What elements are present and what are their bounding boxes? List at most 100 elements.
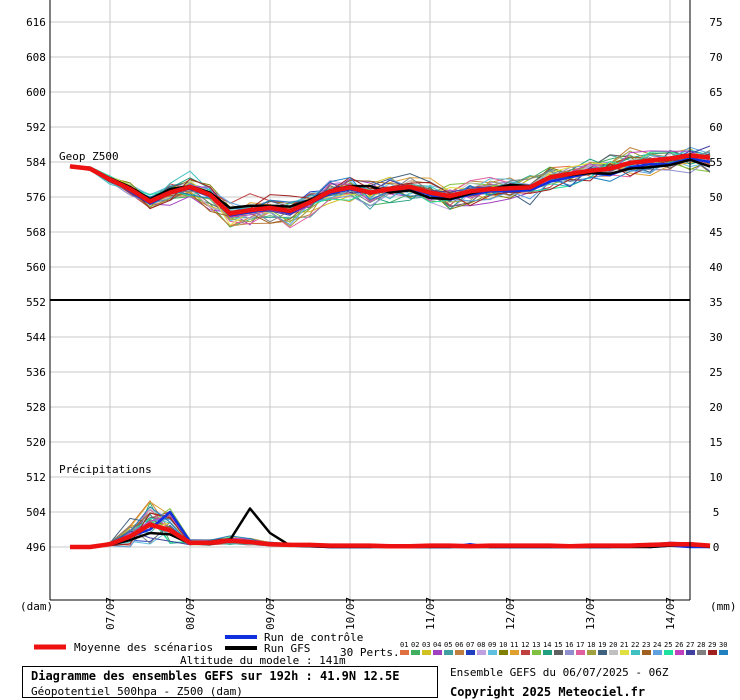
legend-pert-number: 08 xyxy=(477,641,485,649)
legend-pert-swatch xyxy=(510,650,519,655)
left-tick-label: 560 xyxy=(26,261,46,274)
right-tick-label: 40 xyxy=(709,261,722,274)
bottom-panel-label: Précipitations xyxy=(59,463,152,476)
legend-pert-number: 10 xyxy=(499,641,507,649)
right-tick-label: 55 xyxy=(709,156,722,169)
legend-pert-number: 28 xyxy=(697,641,705,649)
right-tick-label: 65 xyxy=(709,86,722,99)
legend-pert-swatch xyxy=(554,650,563,655)
footer-title-box: Diagramme des ensembles GEFS sur 192h : … xyxy=(22,666,438,698)
legend-pert-swatch xyxy=(697,650,706,655)
legend-pert-number: 17 xyxy=(576,641,584,649)
legend-pert-number: 16 xyxy=(565,641,573,649)
legend-pert-number: 13 xyxy=(532,641,540,649)
diagram-title: Diagramme des ensembles GEFS sur 192h : … xyxy=(31,669,400,683)
date-tick-label: 10/07 xyxy=(344,597,357,630)
legend-pert-swatch xyxy=(675,650,684,655)
perturbation-lines xyxy=(69,145,711,548)
legend-pert-swatch xyxy=(477,650,486,655)
legend-pert-swatch xyxy=(609,650,618,655)
legend-pert-number: 09 xyxy=(488,641,496,649)
legend-pert-number: 03 xyxy=(422,641,430,649)
legend-pert-number: 05 xyxy=(444,641,452,649)
legend-pert-swatch xyxy=(686,650,695,655)
legend-pert-swatch xyxy=(411,650,420,655)
legend-pert-swatch xyxy=(422,650,431,655)
date-tick-label: 08/07 xyxy=(184,597,197,630)
date-tick-label: 13/07 xyxy=(584,597,597,630)
legend-pert-number: 27 xyxy=(686,641,694,649)
date-tick-label: 12/07 xyxy=(504,597,517,630)
legend-pert-number: 02 xyxy=(411,641,419,649)
right-tick-label: 50 xyxy=(709,191,722,204)
legend-pert-number: 07 xyxy=(466,641,474,649)
legend-pert-number: 14 xyxy=(543,641,551,649)
right-tick-label: 0 xyxy=(713,541,720,554)
legend-pert-swatch xyxy=(543,650,552,655)
right-tick-label: 10 xyxy=(709,471,722,484)
legend-control-label: Run de contrôle xyxy=(264,631,363,644)
legend-pert-number: 18 xyxy=(587,641,595,649)
right-tick-label: 20 xyxy=(709,401,722,414)
legend-pert-swatch xyxy=(444,650,453,655)
legend-pert-number: 19 xyxy=(598,641,606,649)
left-tick-label: 600 xyxy=(26,86,46,99)
run-label: Ensemble GEFS du 06/07/2025 - 06Z xyxy=(450,666,669,679)
right-tick-label: 15 xyxy=(709,436,722,449)
legend-pert-swatch xyxy=(466,650,475,655)
main-series-lines xyxy=(69,153,711,550)
legend-pert-swatch xyxy=(488,650,497,655)
legend-pert-number: 22 xyxy=(631,641,639,649)
left-tick-label: 544 xyxy=(26,331,46,344)
legend-pert-swatch xyxy=(719,650,728,655)
left-unit-label: (dam) xyxy=(20,600,53,613)
legend-pert-swatch xyxy=(576,650,585,655)
top-panel-label: Geop Z500 xyxy=(59,150,119,163)
legend-pert-swatch xyxy=(532,650,541,655)
legend-pert-number: 25 xyxy=(664,641,672,649)
legend-pert-swatch xyxy=(631,650,640,655)
left-tick-label: 616 xyxy=(26,16,46,29)
date-tick-label: 14/07 xyxy=(664,597,677,630)
right-unit-label: (mm) xyxy=(710,600,737,613)
legend-pert-swatch xyxy=(521,650,530,655)
legend-pert-swatch xyxy=(642,650,651,655)
legend-pert-number: 12 xyxy=(521,641,529,649)
date-tick-label: 07/07 xyxy=(104,597,117,630)
legend-pert-swatch xyxy=(708,650,717,655)
legend-pert-number: 04 xyxy=(433,641,441,649)
left-tick-label: 496 xyxy=(26,541,46,554)
legend-pert-swatch xyxy=(400,650,409,655)
legend-pert-number: 21 xyxy=(620,641,628,649)
legend-pert-swatch xyxy=(455,650,464,655)
date-tick-label: 09/07 xyxy=(264,597,277,630)
legend-pert-swatch xyxy=(587,650,596,655)
right-tick-label: 70 xyxy=(709,51,722,64)
axes: 6166086005925845765685605525445365285205… xyxy=(20,0,737,630)
legend-pert-swatch xyxy=(433,650,442,655)
left-tick-label: 512 xyxy=(26,471,46,484)
copyright: Copyright 2025 Meteociel.fr xyxy=(450,685,646,699)
gfs-line-z500 xyxy=(69,158,711,210)
left-tick-label: 504 xyxy=(26,506,46,519)
right-tick-label: 30 xyxy=(709,331,722,344)
legend-pert-number: 11 xyxy=(510,641,518,649)
pert-line-z500 xyxy=(69,146,711,226)
legend-pert-number: 26 xyxy=(675,641,683,649)
left-tick-label: 536 xyxy=(26,366,46,379)
model-altitude: Altitude du modele : 141m xyxy=(180,654,346,667)
right-tick-label: 45 xyxy=(709,226,722,239)
left-tick-label: 592 xyxy=(26,121,46,134)
legend-pert-number: 23 xyxy=(642,641,650,649)
left-tick-label: 552 xyxy=(26,296,46,309)
legend-pert-swatch xyxy=(598,650,607,655)
left-tick-label: 576 xyxy=(26,191,46,204)
legend-pert-swatch xyxy=(653,650,662,655)
legend-mean-label: Moyenne des scénarios xyxy=(74,641,213,654)
left-tick-label: 520 xyxy=(26,436,46,449)
legend-pert-number: 01 xyxy=(400,641,408,649)
legend: Moyenne des scénarios Run de contrôleRun … xyxy=(34,631,728,659)
left-tick-label: 608 xyxy=(26,51,46,64)
legend-pert-number: 15 xyxy=(554,641,562,649)
